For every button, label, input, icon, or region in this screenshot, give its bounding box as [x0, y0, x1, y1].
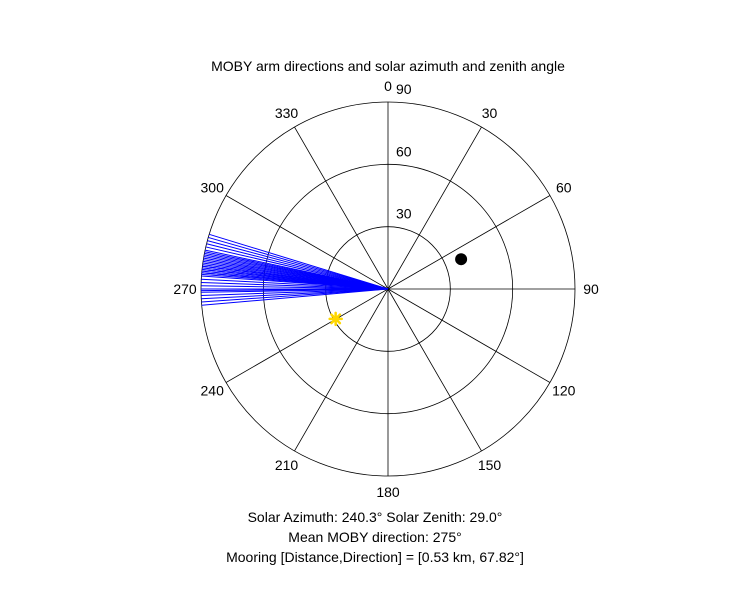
- arm-line: [206, 243, 389, 290]
- angle-label-150: 150: [478, 457, 502, 473]
- arm-line: [204, 249, 389, 290]
- angle-label-60: 60: [556, 180, 572, 196]
- angle-label-330: 330: [275, 105, 299, 121]
- arm-line: [201, 278, 389, 290]
- angle-label-90: 90: [583, 281, 599, 297]
- mooring-point: [455, 253, 468, 266]
- spoke-60: [387, 195, 551, 290]
- angle-label-270: 270: [173, 281, 197, 297]
- moby-arm-lines: [201, 233, 389, 306]
- arm-line: [209, 233, 389, 290]
- angle-label-120: 120: [552, 383, 576, 399]
- angle-label-240: 240: [201, 383, 225, 399]
- spoke-300: [225, 195, 389, 290]
- radius-label-60: 60: [396, 143, 412, 159]
- arm-line: [201, 288, 389, 293]
- chart-title: MOBY arm directions and solar azimuth an…: [211, 58, 565, 74]
- arm-line: [201, 288, 389, 297]
- angle-label-180: 180: [376, 484, 400, 500]
- arm-line: [201, 288, 389, 303]
- radius-label-90: 90: [396, 81, 412, 97]
- spoke-150: [387, 288, 482, 452]
- arm-line: [201, 288, 389, 306]
- markers: [328, 253, 468, 327]
- solar-info-line: Solar Azimuth: 240.3° Solar Zenith: 29.0…: [247, 509, 503, 525]
- arm-line: [201, 281, 389, 290]
- arm-line: [207, 240, 389, 290]
- arm-line: [201, 288, 389, 300]
- spoke-330: [294, 126, 389, 290]
- tick-labels: 0 30 60 90 120 150 180 210 240 270 300 330 30 60 90: [173, 78, 599, 500]
- mooring-info-line: Mooring [Distance,Direction] = [0.53 km,…: [226, 549, 524, 565]
- angle-label-30: 30: [482, 105, 498, 121]
- spoke-240: [225, 288, 389, 383]
- spoke-210: [294, 288, 389, 452]
- angle-label-0: 0: [384, 78, 392, 94]
- mean-direction-line: Mean MOBY direction: 275°: [288, 529, 462, 545]
- spoke-30: [387, 126, 482, 290]
- arm-line: [205, 246, 389, 290]
- angle-label-210: 210: [275, 457, 299, 473]
- arm-line: [201, 285, 389, 290]
- arm-line: [208, 236, 389, 290]
- angle-label-300: 300: [201, 180, 225, 196]
- radius-label-30: 30: [396, 206, 412, 222]
- sun-star: [328, 311, 343, 327]
- spoke-120: [387, 288, 551, 383]
